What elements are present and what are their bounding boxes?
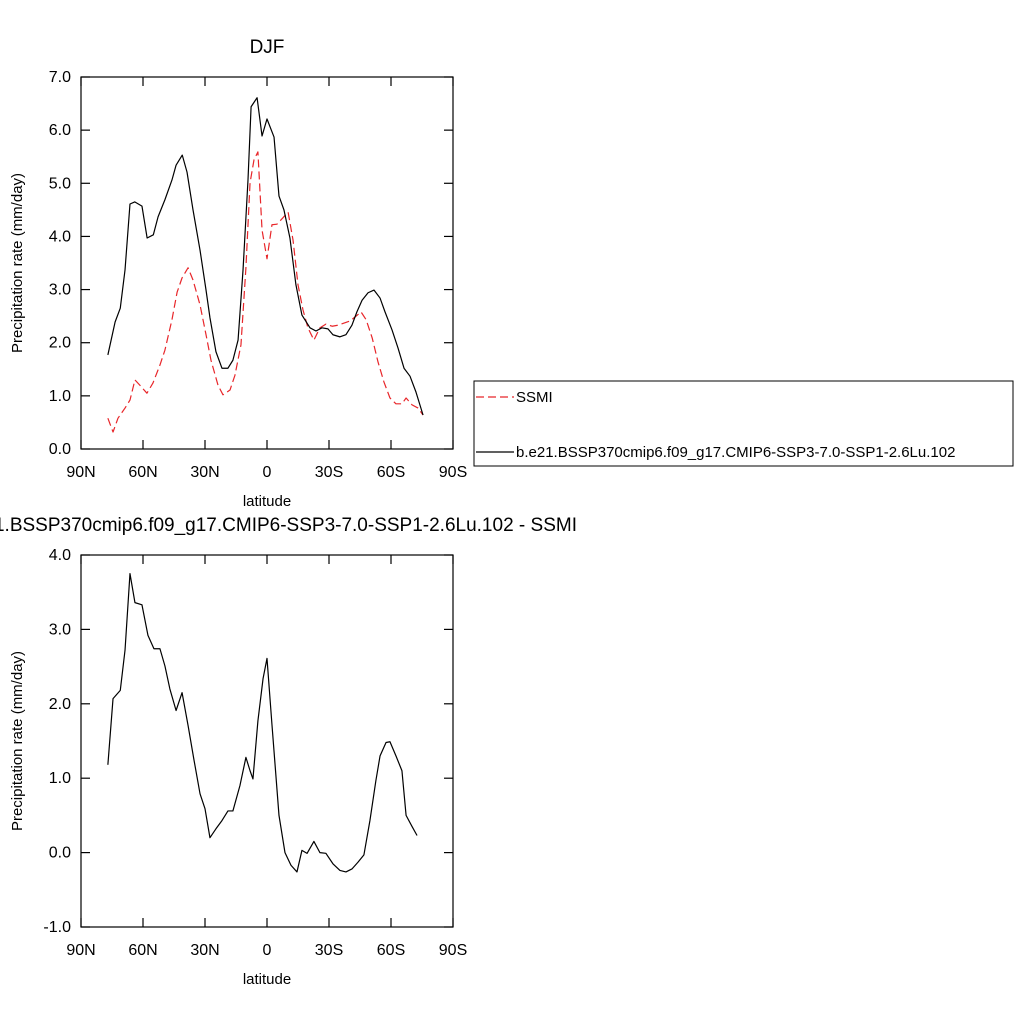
- y-tick-label: 2.0: [49, 335, 71, 352]
- x-tick-label: 30N: [190, 942, 219, 959]
- legend-box: [473, 380, 1014, 467]
- x-tick-label: 30S: [315, 942, 343, 959]
- y-tick-label: 2.0: [49, 696, 71, 713]
- y-tick-label: 1.0: [49, 770, 71, 787]
- y-tick-label: 0.0: [49, 441, 71, 458]
- x-tick-label: 90S: [439, 942, 467, 959]
- data-line: [107, 97, 424, 416]
- chart-title: DJF: [250, 37, 285, 58]
- legend-label: SSMI: [516, 389, 553, 406]
- chart-title: b.e21.BSSP370cmip6.f09_g17.CMIP6-SSP3-7.…: [0, 515, 577, 536]
- x-axis-label: latitude: [243, 493, 291, 510]
- legend-label: b.e21.BSSP370cmip6.f09_g17.CMIP6-SSP3-7.…: [516, 444, 955, 461]
- data-line: [107, 151, 424, 433]
- x-tick-label: 0: [263, 464, 272, 481]
- y-axis-label: Precipitation rate (mm/day): [9, 173, 26, 353]
- x-axis-label: latitude: [243, 971, 291, 988]
- x-tick-label: 60N: [128, 464, 157, 481]
- y-tick-label: 3.0: [49, 621, 71, 638]
- y-tick-label: 4.0: [49, 547, 71, 564]
- y-axis-label: Precipitation rate (mm/day): [9, 651, 26, 831]
- y-tick-label: 3.0: [49, 282, 71, 299]
- y-tick-label: 1.0: [49, 388, 71, 405]
- x-tick-label: 90N: [66, 464, 95, 481]
- y-tick-label: 4.0: [49, 228, 71, 245]
- y-tick-label: 7.0: [49, 69, 71, 86]
- x-tick-label: 30S: [315, 464, 343, 481]
- y-tick-label: -1.0: [43, 919, 71, 936]
- x-tick-label: 60N: [128, 942, 157, 959]
- x-tick-label: 60S: [377, 942, 405, 959]
- y-tick-label: 5.0: [49, 175, 71, 192]
- x-tick-label: 0: [263, 942, 272, 959]
- y-tick-label: 0.0: [49, 845, 71, 862]
- x-tick-label: 60S: [377, 464, 405, 481]
- y-tick-label: 6.0: [49, 122, 71, 139]
- plot-frame: [80, 76, 454, 450]
- x-tick-label: 90S: [439, 464, 467, 481]
- x-tick-label: 90N: [66, 942, 95, 959]
- x-tick-label: 30N: [190, 464, 219, 481]
- plot-frame: [80, 554, 454, 928]
- data-line: [107, 573, 418, 873]
